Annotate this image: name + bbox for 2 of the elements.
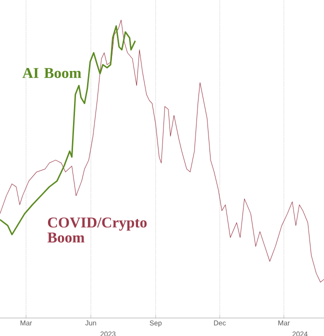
series-label: AI Boom <box>22 68 82 78</box>
text: COVID/Crypto Boom <box>47 217 147 243</box>
